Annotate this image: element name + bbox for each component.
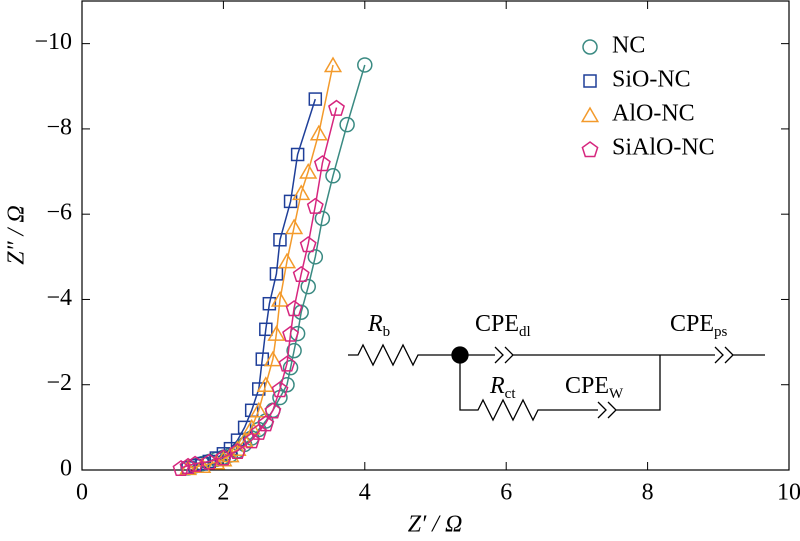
x-tick-label: 4 — [359, 480, 371, 506]
marker — [323, 56, 343, 73]
y-tick-label: −10 — [34, 29, 72, 55]
marker — [250, 423, 268, 440]
y-tick-label: −8 — [46, 114, 72, 140]
plot-frame — [81, 0, 790, 471]
marker — [267, 325, 286, 341]
marker — [308, 92, 323, 106]
marker — [292, 184, 311, 201]
marker — [282, 359, 299, 376]
marker — [313, 155, 331, 172]
marker — [278, 355, 296, 372]
marker — [249, 401, 268, 418]
legend-label: SiO-NC — [612, 67, 691, 93]
label-sub: dl — [519, 324, 531, 340]
label-sub: W — [609, 386, 624, 402]
marker — [279, 376, 295, 393]
label-sub: ct — [505, 386, 517, 402]
y-axis-label: Z″ / Ω — [4, 205, 30, 264]
marker — [339, 116, 355, 133]
circuit-label: CPEdl — [475, 311, 531, 341]
marker — [299, 236, 317, 253]
y-tick-label: −2 — [46, 370, 72, 396]
circuit-label: Rb — [367, 311, 390, 341]
marker — [357, 57, 373, 73]
marker — [292, 265, 310, 283]
marker — [290, 147, 305, 162]
x-tick-label: 0 — [76, 480, 88, 506]
marker — [229, 442, 246, 460]
x-tick-label: 2 — [217, 480, 229, 506]
x-tick-label: 10 — [777, 480, 800, 506]
marker — [257, 415, 275, 432]
marker — [299, 163, 318, 179]
marker — [277, 252, 297, 269]
fit-line — [187, 98, 317, 469]
marker — [256, 376, 275, 392]
marker — [580, 106, 600, 123]
label-main: CPE — [475, 311, 519, 337]
marker — [172, 459, 190, 477]
marker — [273, 233, 287, 247]
marker — [269, 267, 284, 281]
y-tick-label: 0 — [60, 456, 72, 482]
x-tick-label: 6 — [500, 480, 512, 506]
marker — [285, 300, 303, 317]
circuit-label: Rct — [489, 373, 516, 403]
label-main: R — [367, 311, 383, 337]
x-axis-label: Z′ / Ω — [408, 512, 463, 538]
marker — [582, 39, 598, 55]
fit-line — [180, 107, 338, 469]
y-tick-label: −4 — [46, 285, 72, 311]
marker — [259, 322, 273, 337]
label-sub: b — [383, 324, 391, 340]
marker — [262, 296, 277, 311]
legend-label: AlO-NC — [612, 101, 695, 127]
y-tick-label: −6 — [46, 200, 72, 226]
marker — [285, 218, 304, 235]
marker — [207, 453, 226, 470]
marker — [286, 342, 302, 359]
marker — [309, 124, 328, 141]
marker — [583, 74, 597, 88]
marker — [306, 197, 324, 214]
circuit — [348, 343, 765, 422]
marker — [263, 350, 282, 367]
marker — [243, 432, 261, 449]
marker — [271, 381, 289, 398]
marker — [264, 402, 282, 419]
marker — [270, 291, 290, 307]
marker — [581, 141, 599, 158]
marker — [235, 431, 254, 448]
legend-label: SiAlO-NC — [612, 135, 715, 161]
circuit-label: CPEps — [670, 311, 728, 341]
marker — [283, 194, 298, 209]
marker — [300, 278, 316, 295]
x-tick-label: 8 — [642, 480, 654, 506]
marker — [200, 453, 218, 470]
label-main: R — [489, 373, 505, 399]
marker — [282, 325, 300, 342]
marker — [179, 457, 197, 474]
marker — [328, 99, 345, 116]
marker — [214, 449, 232, 466]
marker — [314, 210, 331, 227]
marker — [193, 457, 212, 473]
label-main: CPE — [670, 311, 714, 337]
legend-label: NC — [612, 33, 645, 59]
label-sub: ps — [714, 324, 728, 340]
circuit-label: CPEW — [565, 373, 624, 403]
label-main: CPE — [565, 373, 609, 399]
marker — [307, 249, 324, 265]
marker — [325, 168, 341, 184]
